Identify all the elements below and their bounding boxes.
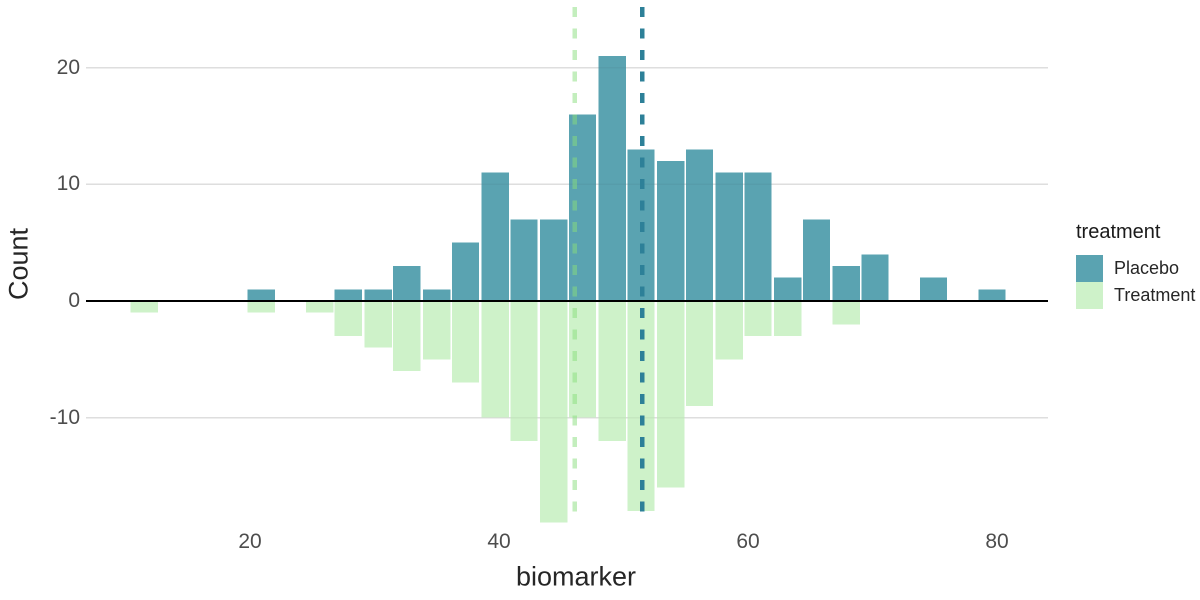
bar-placebo: [393, 266, 421, 301]
bar-treatment: [685, 301, 714, 406]
bar-treatment: [334, 301, 362, 336]
bar-treatment: [598, 301, 626, 441]
bar-treatment: [364, 301, 392, 348]
bar-placebo: [247, 289, 275, 301]
legend: treatment Placebo Treatment: [1076, 221, 1195, 309]
y-tick-label: 10: [56, 172, 80, 195]
bar-treatment: [247, 301, 275, 313]
bar-treatment: [744, 301, 772, 336]
bar-placebo: [481, 172, 509, 301]
x-tick-label: 40: [487, 530, 511, 553]
bar-placebo: [832, 266, 860, 301]
bar-treatment: [510, 301, 538, 441]
y-tick-label: 0: [68, 289, 80, 312]
bar-treatment: [451, 301, 480, 383]
bar-placebo: [861, 254, 889, 301]
bar-placebo: [334, 289, 362, 301]
bar-placebo: [715, 172, 743, 301]
bar-treatment: [540, 301, 568, 523]
legend-label: Placebo: [1114, 258, 1180, 278]
legend-title: treatment: [1076, 221, 1161, 243]
bar-treatment: [423, 301, 451, 360]
bar-placebo: [657, 161, 685, 301]
bar-treatment: [306, 301, 334, 313]
bar-placebo: [685, 149, 714, 301]
bar-treatment: [715, 301, 743, 360]
bar-placebo: [540, 219, 568, 301]
legend-item: Treatment: [1076, 282, 1195, 309]
bar-treatment: [657, 301, 685, 488]
bar-treatment: [393, 301, 421, 371]
bar-placebo: [802, 219, 831, 301]
legend-swatch: [1076, 282, 1103, 309]
bar-treatment: [832, 301, 860, 325]
bar-placebo: [598, 55, 626, 302]
legend-label: Treatment: [1114, 285, 1196, 305]
bar-placebo: [451, 242, 480, 302]
x-tick-label: 80: [985, 530, 1009, 553]
y-tick-label: 20: [56, 56, 80, 79]
x-axis-title: biomarker: [515, 561, 637, 592]
legend-items: Placebo Treatment: [1076, 255, 1195, 309]
bar-placebo: [364, 289, 392, 301]
bar-placebo: [978, 289, 1006, 301]
bar-placebo: [919, 277, 948, 301]
bar-placebo: [423, 289, 451, 301]
legend-swatch: [1076, 255, 1103, 282]
x-tick-label: 60: [736, 530, 760, 553]
bar-placebo: [744, 172, 772, 301]
legend-item: Placebo: [1076, 255, 1195, 282]
bar-placebo: [510, 219, 538, 301]
bar-treatment: [130, 301, 158, 313]
bar-placebo: [774, 277, 802, 301]
x-tick-label: 20: [238, 530, 262, 553]
bar-treatment: [481, 301, 509, 418]
bar-treatment: [774, 301, 802, 336]
y-tick-label: -10: [49, 406, 80, 429]
